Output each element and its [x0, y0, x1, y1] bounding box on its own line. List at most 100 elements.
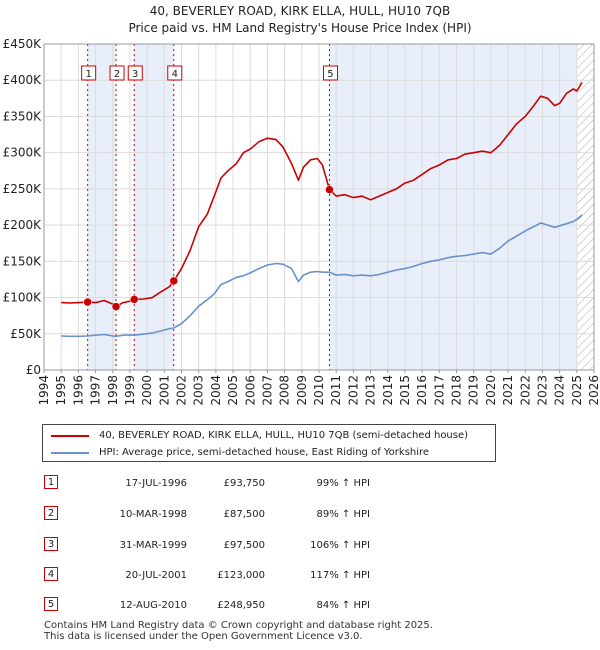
x-tick-label: 2003 [192, 375, 206, 406]
y-tick-label: £0 [26, 363, 41, 377]
table-row: 3 31-MAR-1999 £97,500 106% ↑ HPI [0, 537, 600, 557]
x-tick-label: 2013 [364, 375, 378, 406]
x-tick-label: 2017 [432, 375, 446, 406]
transaction-label: 2 [114, 69, 120, 80]
transaction-hpi-change: 117% ↑ HPI [310, 570, 370, 581]
x-tick-label: 1995 [54, 375, 68, 406]
y-tick-label: £50K [10, 327, 42, 341]
x-tick-label: 1998 [106, 375, 120, 406]
transaction-number-badge: 4 [44, 567, 58, 581]
x-tick-label: 2001 [157, 375, 171, 406]
x-tick-label: 2005 [226, 375, 240, 406]
x-tick-label: 2018 [450, 375, 464, 406]
chart-subtitle: Price paid vs. HM Land Registry's House … [128, 21, 472, 35]
legend-label-property: 40, BEVERLEY ROAD, KIRK ELLA, HULL, HU10… [99, 430, 469, 441]
x-tick-label: 2008 [278, 375, 292, 406]
legend-swatch-property [51, 434, 89, 437]
x-tick-label: 2012 [346, 375, 360, 406]
transaction-hpi-change: 89% ↑ HPI [316, 509, 370, 520]
transaction-label-box [127, 65, 143, 81]
shaded-current-ownership [329, 44, 577, 370]
footer-licence: This data is licensed under the Open Gov… [44, 631, 363, 642]
y-tick-label: £300K [3, 146, 43, 160]
future-hatched-region [576, 44, 594, 370]
transaction-point [129, 295, 139, 304]
x-tick-label: 2025 [570, 375, 584, 406]
transaction-price: £97,500 [223, 540, 265, 551]
transaction-price: £87,500 [223, 509, 265, 520]
transaction-number-badge: 5 [44, 597, 58, 611]
price-chart: 1 2 3 4 5 £0 £50K £100K £150K £200K £250K £300K £35… [3, 37, 600, 406]
x-tick-label: 2011 [329, 375, 343, 406]
table-row: 4 20-JUL-2001 £123,000 117% ↑ HPI [0, 567, 600, 587]
y-tick-label: £400K [3, 73, 43, 87]
legend-item-hpi: HPI: Average price, semi-detached house,… [51, 447, 429, 458]
transaction-label-box [109, 65, 125, 81]
table-row: 1 17-JUL-1996 £93,750 99% ↑ HPI [0, 475, 600, 495]
y-tick-label: £450K [3, 37, 43, 51]
transaction-date: 17-JUL-1996 [125, 478, 187, 489]
transaction-point [111, 302, 121, 311]
transaction-point [83, 297, 92, 307]
x-tick-label: 2014 [381, 375, 395, 406]
transaction-hpi-change: 99% ↑ HPI [316, 478, 370, 489]
x-tick-label: 1994 [37, 375, 51, 406]
transaction-hpi-change: 84% ↑ HPI [316, 600, 370, 611]
y-tick-label: £350K [3, 109, 43, 123]
legend-item-property: 40, BEVERLEY ROAD, KIRK ELLA, HULL, HU10… [51, 430, 468, 441]
transaction-label-box [81, 65, 97, 81]
transaction-date: 10-MAR-1998 [119, 509, 187, 520]
x-tick-label: 2023 [535, 375, 549, 406]
legend-label-hpi: HPI: Average price, semi-detached house,… [99, 447, 430, 458]
chart-title: 40, BEVERLEY ROAD, KIRK ELLA, HULL, HU10… [149, 4, 451, 18]
x-tick-label: 2015 [398, 375, 412, 406]
x-tick-label: 2009 [295, 375, 309, 406]
y-tick-label: £100K [3, 291, 43, 305]
x-tick-label: 2024 [553, 375, 567, 406]
x-tick-label: 2007 [260, 375, 274, 406]
footer-copyright: Contains HM Land Registry data © Crown c… [44, 620, 433, 631]
x-tick-label: 2019 [467, 375, 481, 406]
x-tick-label: 1996 [71, 375, 85, 406]
table-row: 5 12-AUG-2010 £248,950 84% ↑ HPI [0, 597, 600, 617]
transaction-price: £248,950 [217, 600, 265, 611]
x-tick-label: 2022 [518, 375, 532, 406]
x-tick-label: 2020 [484, 375, 498, 406]
x-tick-label: 2002 [175, 375, 189, 406]
transaction-label: 5 [327, 69, 333, 80]
x-tick-label: 2026 [587, 375, 600, 406]
x-tick-label: 2016 [415, 375, 429, 406]
transaction-point [169, 276, 179, 286]
transaction-number-badge: 2 [44, 506, 58, 520]
transaction-date: 12-AUG-2010 [119, 600, 187, 611]
legend-swatch-hpi [51, 451, 89, 454]
transaction-number-badge: 1 [44, 475, 58, 489]
chart-legend: 40, BEVERLEY ROAD, KIRK ELLA, HULL, HU10… [42, 424, 496, 462]
transaction-label: 3 [132, 69, 138, 80]
transaction-label-box [322, 65, 338, 81]
transaction-number-badge: 3 [44, 537, 58, 551]
x-tick-label: 1997 [89, 375, 103, 406]
transaction-price: £93,750 [223, 478, 265, 489]
transaction-label: 4 [172, 69, 178, 80]
property-series-line [61, 81, 583, 308]
transaction-point [325, 185, 334, 194]
x-tick-label: 2010 [312, 375, 326, 406]
x-tick-label: 1999 [123, 375, 137, 406]
transaction-hpi-change: 106% ↑ HPI [310, 540, 370, 551]
x-tick-label: 2000 [140, 375, 154, 406]
hpi-series-line [61, 214, 583, 338]
shaded-ownership-range [87, 44, 117, 370]
x-tick-label: 2021 [501, 375, 515, 406]
transaction-label: 1 [85, 69, 91, 80]
y-tick-label: £200K [3, 218, 43, 232]
transaction-price: £123,000 [217, 570, 265, 581]
table-row: 2 10-MAR-1998 £87,500 89% ↑ HPI [0, 506, 600, 526]
x-tick-label: 2006 [243, 375, 257, 406]
transaction-label-box [167, 65, 183, 81]
transaction-date: 31-MAR-1999 [119, 540, 187, 551]
y-tick-label: £150K [3, 254, 43, 268]
shaded-ownership-range [134, 44, 174, 370]
transaction-date: 20-JUL-2001 [125, 570, 187, 581]
y-tick-label: £250K [3, 182, 43, 196]
